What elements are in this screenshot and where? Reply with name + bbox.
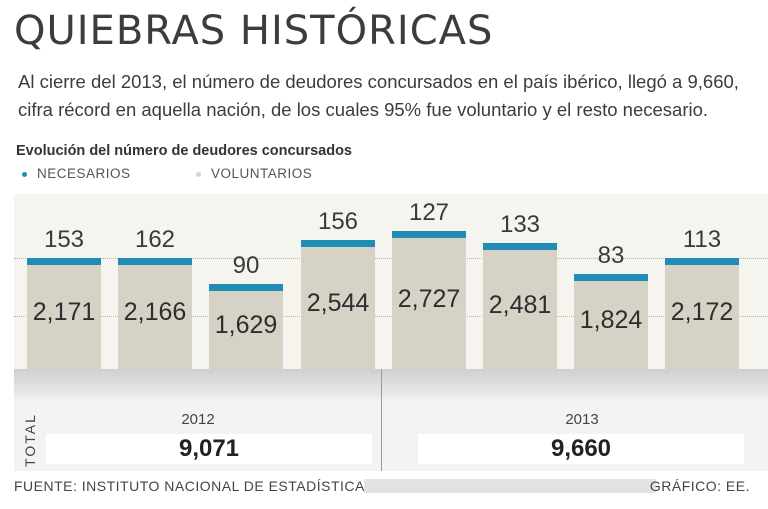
- bar-necesarios: [301, 240, 375, 247]
- label-voluntarios: 2,727: [397, 284, 461, 313]
- legend-necesarios-swatch: [22, 171, 27, 177]
- label-necesarios: 127: [408, 199, 450, 226]
- footer-divider: [364, 479, 656, 493]
- legend-necesarios: NECESARIOS: [22, 166, 131, 181]
- page-title: QUIEBRAS HISTÓRICAS: [14, 8, 494, 54]
- label-voluntarios: 2,172: [670, 298, 734, 326]
- bar-voluntarios: [118, 265, 192, 369]
- bar-voluntarios: [574, 281, 648, 369]
- total-value-2012: 9,071: [46, 434, 372, 464]
- footer-credit: GRÁFICO: EE.: [649, 478, 750, 494]
- bar-necesarios: [483, 243, 557, 250]
- label-voluntarios: 1,629: [214, 311, 278, 339]
- total-value-2013: 9,660: [418, 434, 744, 464]
- footer: FUENTE: INSTITUTO NACIONAL DE ESTADÍSTIC…: [0, 471, 768, 509]
- legend-voluntarios-label: VOLUNTARIOS: [211, 166, 313, 181]
- bar-voluntarios: [301, 247, 375, 369]
- label-necesarios: 83: [597, 242, 625, 269]
- gridline: [14, 258, 768, 259]
- label-voluntarios: 1,824: [579, 306, 643, 334]
- bar-necesarios: [392, 231, 466, 238]
- label-necesarios: 156: [317, 208, 359, 235]
- year-separator: [381, 369, 382, 471]
- bar-voluntarios: [392, 238, 466, 369]
- gridline: [14, 316, 768, 317]
- bar-voluntarios: [665, 265, 739, 369]
- label-necesarios: 153: [43, 226, 85, 253]
- year-label-2012: 2012: [181, 411, 215, 428]
- label-voluntarios: 2,171: [32, 298, 96, 326]
- bar-necesarios: [209, 284, 283, 291]
- label-voluntarios: 2,544: [306, 289, 370, 317]
- total-label: TOTAL: [22, 413, 38, 467]
- label-necesarios: 113: [682, 226, 722, 253]
- label-necesarios: 133: [499, 211, 541, 238]
- x-axis-band: [14, 369, 768, 399]
- chart-title: Evolución del número de deudores concurs…: [16, 143, 352, 159]
- label-voluntarios: 2,481: [488, 290, 552, 319]
- legend-voluntarios: VOLUNTARIOS: [196, 166, 312, 181]
- bar-necesarios: [574, 274, 648, 281]
- legend-necesarios-label: NECESARIOS: [37, 166, 131, 181]
- legend-voluntarios-swatch: [196, 171, 201, 177]
- bar-necesarios: [27, 258, 101, 265]
- bar-voluntarios: [27, 265, 101, 369]
- label-voluntarios: 2,166: [123, 298, 187, 326]
- label-necesarios: 162: [134, 226, 176, 253]
- bar-necesarios: [118, 258, 192, 265]
- footer-source: FUENTE: INSTITUTO NACIONAL DE ESTADÍSTIC…: [14, 478, 370, 494]
- bar-voluntarios: [483, 250, 557, 369]
- year-label-2013: 2013: [565, 411, 599, 428]
- label-necesarios: 90: [232, 252, 260, 279]
- bar-necesarios: [665, 258, 739, 265]
- subtitle: Al cierre del 2013, el número de deudore…: [18, 71, 739, 120]
- bar-voluntarios: [209, 291, 283, 369]
